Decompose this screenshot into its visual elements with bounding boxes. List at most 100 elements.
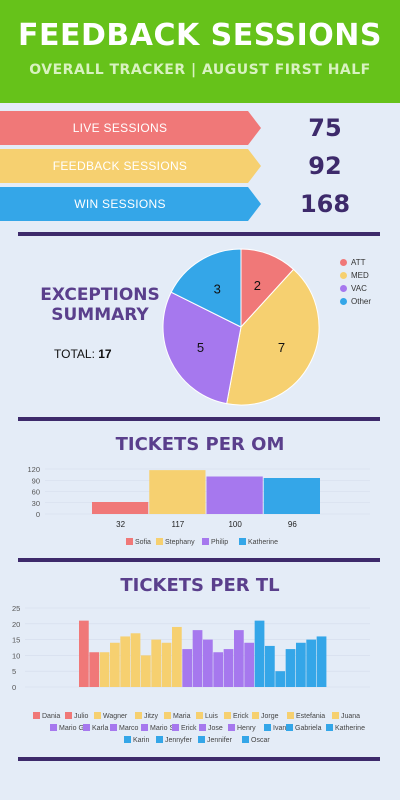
kpi-arrow-banner [0, 111, 261, 145]
legend-swatch [196, 712, 203, 719]
pie-legend-item: ATT [340, 258, 366, 267]
bar-luis [130, 633, 141, 687]
bar-legend-item: Karla [83, 724, 108, 732]
bar-legend-item: Estefania [287, 712, 325, 720]
legend-swatch [124, 736, 131, 743]
legend-swatch [252, 712, 259, 719]
bar-mario-g [182, 649, 193, 687]
legend-swatch [340, 272, 347, 279]
legend-label: Henry [237, 725, 256, 732]
legend-label: Mario S [150, 725, 175, 732]
bar-estefania [161, 642, 172, 687]
total-label: TOTAL: [54, 347, 95, 361]
legend-label: Mario G [59, 725, 84, 732]
legend-label: Jorge [261, 713, 279, 720]
kpi-value: 168 [299, 190, 351, 218]
legend-swatch [33, 712, 40, 719]
bar-oscar [316, 636, 327, 687]
pie-slice-label: 3 [214, 282, 221, 297]
section-divider [18, 417, 380, 421]
legend-label: ATT [351, 258, 366, 267]
pie-legend-item: MED [340, 271, 369, 280]
bar-legend-item: Oscar [242, 736, 270, 744]
y-tick-label: 25 [12, 604, 20, 613]
bar-karla [192, 630, 203, 687]
legend-label: Julio [74, 713, 89, 720]
bar-legend-item: Katherine [326, 724, 365, 732]
legend-swatch [172, 724, 179, 731]
legend-label: Marco [119, 725, 139, 732]
tl-chart-title: TICKETS PER TL [120, 575, 280, 596]
pie-slice-label: 5 [197, 340, 204, 355]
bar-julio [89, 652, 100, 687]
legend-swatch [340, 259, 347, 266]
bar-legend-item: Ivan [264, 724, 286, 732]
legend-swatch [50, 724, 57, 731]
pie-slice-label: 7 [278, 340, 285, 355]
bar-jennyfer [296, 642, 306, 687]
bar-legend-item: Sofia [126, 538, 151, 546]
pie-slice-med [226, 268, 320, 406]
legend-label: Maria [173, 713, 191, 720]
section-divider [18, 558, 380, 562]
kpi-label: WIN SESSIONS [74, 197, 166, 211]
legend-label: Stephany [165, 539, 195, 546]
legend-swatch [224, 712, 231, 719]
legend-label: VAC [351, 284, 367, 293]
bar-legend-item: Luis [196, 712, 218, 720]
tl-bar-chart: 0 5 10 15 20 25 [12, 604, 370, 692]
kpi-feedback-sessions: FEEDBACK SESSIONS 92 [0, 149, 400, 183]
legend-label: Dania [42, 713, 61, 720]
bar-stephany [149, 470, 206, 514]
y-tick-label: 0 [12, 683, 16, 692]
y-tick-label: 0 [36, 510, 40, 519]
bar-legend-item: Jennyfer [156, 736, 192, 744]
legend-label: Other [351, 297, 372, 306]
bar-legend-item: Dania [33, 712, 60, 720]
bar-value-label: 100 [228, 520, 242, 529]
bar-legend-item: Jorge [252, 712, 279, 720]
legend-swatch [110, 724, 117, 731]
bar-legend-item: Erick [172, 724, 197, 732]
legend-swatch [239, 538, 246, 545]
section-divider [18, 757, 380, 761]
bar-legend-item: Marco [110, 724, 138, 732]
y-tick-label: 60 [32, 488, 40, 497]
bar-marco [203, 639, 213, 687]
om-bar-chart: 0 30 60 90 120 32 117 100 96 [27, 465, 370, 529]
legend-swatch [135, 712, 142, 719]
bar-legend-item: Gabriela [286, 724, 321, 732]
legend-label: Jose [208, 725, 223, 732]
bar-erick [223, 649, 234, 687]
legend-swatch [198, 736, 205, 743]
legend-label: Estefania [296, 713, 326, 720]
legend-label: Katherine [335, 725, 365, 732]
bar-legend-item: Julio [65, 712, 88, 720]
bar-jitzy [110, 642, 120, 687]
legend-label: Jennyfer [165, 737, 192, 744]
om-chart-title: TICKETS PER OM [115, 434, 285, 455]
y-tick-label: 20 [12, 620, 20, 629]
legend-label: Jennifer [207, 737, 232, 744]
bar-legend-item: Philip [202, 538, 228, 546]
bar-legend-item: Stephany [156, 538, 195, 546]
y-tick-label: 120 [27, 465, 40, 474]
legend-swatch [83, 724, 90, 731]
pie-slice-vac [162, 291, 242, 405]
bar-erick [141, 655, 151, 687]
bar-value-label: 96 [288, 520, 297, 529]
legend-label: Ivan [273, 725, 287, 732]
legend-label: Juana [341, 713, 361, 720]
bar-jennifer [306, 639, 317, 687]
bar-jorge [151, 639, 162, 687]
legend-swatch [202, 538, 209, 545]
y-tick-label: 15 [12, 636, 20, 645]
bar-legend-item: Jitzy [135, 712, 158, 720]
kpi-label: LIVE SESSIONS [72, 121, 168, 135]
legend-label: MED [351, 271, 369, 280]
legend-swatch [326, 724, 333, 731]
bar-ivan [254, 620, 265, 687]
kpi-arrow-banner [0, 149, 261, 183]
legend-label: Oscar [251, 737, 270, 744]
bar-juana [172, 626, 182, 687]
